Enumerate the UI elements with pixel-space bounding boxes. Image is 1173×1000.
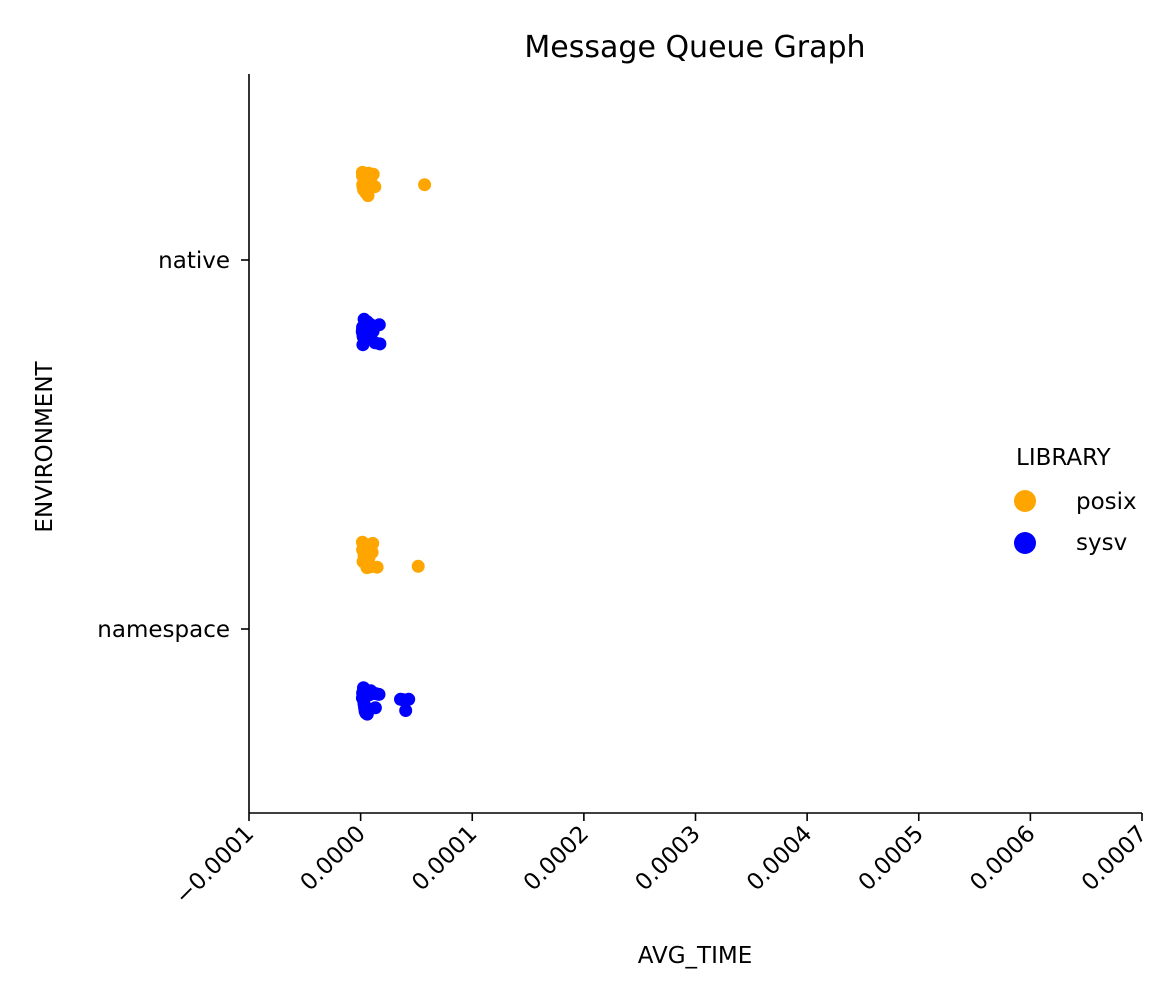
data-point-sysv <box>355 325 369 339</box>
y-ticks: native namespace <box>97 248 249 643</box>
data-point-sysv <box>394 692 407 706</box>
data-point-posix <box>355 535 369 549</box>
data-point-posix <box>356 555 370 569</box>
chart-title: Message Queue Graph <box>524 30 865 65</box>
x-axis-label: AVG_TIME <box>638 943 753 969</box>
legend-marker-sysv <box>1014 532 1036 554</box>
y-tick-label-native: native <box>158 248 230 274</box>
legend-label-posix: posix <box>1076 489 1137 515</box>
data-point-sysv <box>355 691 369 705</box>
x-tick-label: 0.0000 <box>296 821 371 896</box>
x-tick-label: 0.0002 <box>519 821 594 896</box>
points-layer <box>355 165 432 721</box>
data-point-posix <box>411 559 425 573</box>
x-tick-label: 0.0003 <box>630 821 705 896</box>
data-point-posix <box>355 165 369 179</box>
plot-area: −0.0001 0.0000 0.0001 0.0002 0.0003 0.0004 0.0… <box>97 74 1152 910</box>
data-point-posix <box>418 178 432 192</box>
data-point-sysv <box>356 338 370 352</box>
x-tick-label: 0.0001 <box>407 821 482 896</box>
legend-marker-posix <box>1014 490 1036 512</box>
y-axis-label: ENVIRONMENT <box>32 360 58 532</box>
x-tick-label: 0.0005 <box>854 821 929 896</box>
x-ticks: −0.0001 0.0000 0.0001 0.0002 0.0003 0.0004 0.0… <box>170 813 1152 910</box>
x-tick-label: 0.0007 <box>1077 821 1152 896</box>
x-tick-label: −0.0001 <box>170 821 259 910</box>
y-tick-label-namespace: namespace <box>97 617 230 643</box>
x-tick-label: 0.0004 <box>742 821 817 896</box>
data-point-sysv <box>399 704 413 717</box>
legend-title: LIBRARY <box>1016 445 1112 471</box>
legend-label-sysv: sysv <box>1076 530 1127 556</box>
x-tick-label: 0.0006 <box>965 821 1040 896</box>
legend: LIBRARY posix sysv <box>1014 445 1137 556</box>
